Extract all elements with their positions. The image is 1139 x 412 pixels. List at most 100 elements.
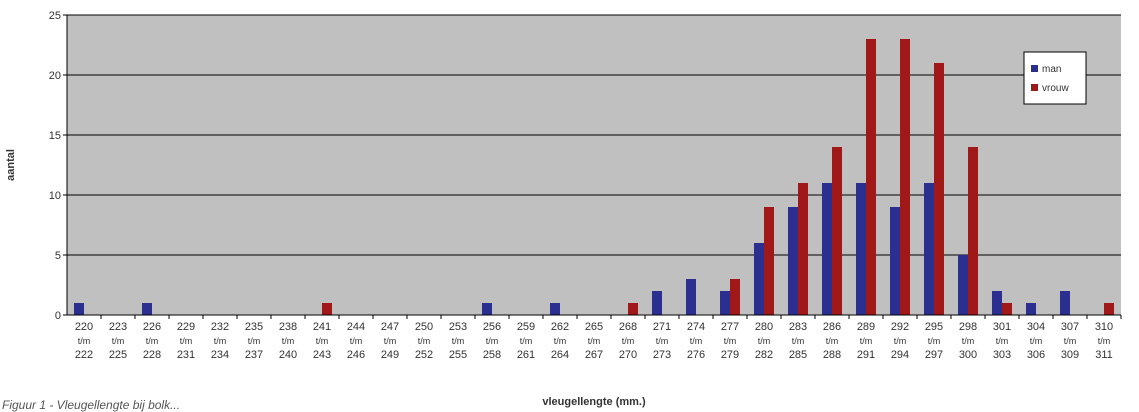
x-tick-label: t/m	[996, 336, 1009, 346]
x-tick-label: t/m	[656, 336, 669, 346]
x-tick-label: 244	[347, 321, 365, 333]
x-tick-label: 246	[347, 349, 365, 361]
bar-vrouw-22	[832, 147, 842, 315]
x-tick-label: 238	[279, 321, 297, 333]
x-tick-label: 220	[75, 321, 93, 333]
x-tick-label: t/m	[588, 336, 601, 346]
bar-man-12	[482, 303, 492, 315]
x-tick-label: t/m	[486, 336, 499, 346]
x-tick-label: 225	[109, 349, 127, 361]
x-tick-label: t/m	[520, 336, 533, 346]
x-tick-label: 237	[245, 349, 263, 361]
bar-vrouw-25	[934, 63, 944, 315]
bar-man-18	[686, 279, 696, 315]
x-tick-label: 279	[721, 349, 739, 361]
x-tick-label: 228	[143, 349, 161, 361]
x-tick-label: 247	[381, 321, 399, 333]
y-tick-label: 10	[49, 190, 61, 202]
x-tick-label: t/m	[792, 336, 805, 346]
bar-vrouw-7	[322, 303, 332, 315]
x-ticks: 220 t/m 222 223 t/m 225 226 t/m 228 229 t/m 231 232 t…	[75, 315, 1122, 361]
x-tick-label: 307	[1061, 321, 1079, 333]
bar-man-28	[1026, 303, 1036, 315]
x-tick-label: t/m	[622, 336, 635, 346]
x-tick-label: 250	[415, 321, 433, 333]
x-tick-label: t/m	[1030, 336, 1043, 346]
x-tick-label: 306	[1027, 349, 1045, 361]
x-tick-label: 273	[653, 349, 671, 361]
x-tick-label: 249	[381, 349, 399, 361]
legend-box	[1023, 51, 1087, 105]
x-tick-label: 223	[109, 321, 127, 333]
legend-label-vrouw: vrouw	[1042, 83, 1069, 94]
bar-vrouw-24	[900, 39, 910, 315]
x-tick-label: t/m	[180, 336, 193, 346]
x-tick-label: t/m	[248, 336, 261, 346]
x-tick-label: t/m	[112, 336, 125, 346]
bar-man-20	[754, 243, 764, 315]
bar-vrouw-20	[764, 207, 774, 315]
x-tick-label: t/m	[826, 336, 839, 346]
x-tick-label: 261	[517, 349, 535, 361]
bar-man-26	[958, 255, 968, 315]
x-tick-label: 226	[143, 321, 161, 333]
bar-vrouw-19	[730, 279, 740, 315]
x-tick-label: 231	[177, 349, 195, 361]
bar-man-17	[652, 291, 662, 315]
x-tick-label: 241	[313, 321, 331, 333]
y-tick-label: 5	[55, 250, 61, 262]
legend: man vrouw	[1023, 51, 1087, 105]
x-tick-label: t/m	[758, 336, 771, 346]
x-tick-label: 285	[789, 349, 807, 361]
x-tick-label: 280	[755, 321, 773, 333]
x-tick-label: 291	[857, 349, 875, 361]
bar-vrouw-23	[866, 39, 876, 315]
x-tick-label: t/m	[452, 336, 465, 346]
x-tick-label: 270	[619, 349, 637, 361]
x-tick-label: t/m	[928, 336, 941, 346]
x-tick-label: 277	[721, 321, 739, 333]
x-tick-label: 286	[823, 321, 841, 333]
x-tick-label: 240	[279, 349, 297, 361]
x-tick-label: t/m	[282, 336, 295, 346]
bar-vrouw-27	[1002, 303, 1012, 315]
x-tick-label: 222	[75, 349, 93, 361]
x-tick-label: 294	[891, 349, 909, 361]
bar-vrouw-21	[798, 183, 808, 315]
x-tick-label: 256	[483, 321, 501, 333]
x-tick-label: 267	[585, 349, 603, 361]
bar-man-14	[550, 303, 560, 315]
x-tick-label: 311	[1095, 349, 1113, 361]
x-tick-label: t/m	[214, 336, 227, 346]
y-tick-label: 0	[55, 310, 61, 322]
figure-caption: Figuur 1 - Vleugellengte bij bolk...	[2, 398, 181, 412]
x-tick-label: t/m	[146, 336, 159, 346]
bar-man-22	[822, 183, 832, 315]
x-tick-label: 276	[687, 349, 705, 361]
x-tick-label: 301	[993, 321, 1011, 333]
x-tick-label: t/m	[894, 336, 907, 346]
x-tick-label: 288	[823, 349, 841, 361]
x-tick-label: t/m	[1098, 336, 1111, 346]
x-tick-label: 229	[177, 321, 195, 333]
bar-man-25	[924, 183, 934, 315]
x-tick-label: t/m	[316, 336, 329, 346]
x-tick-label: 268	[619, 321, 637, 333]
x-tick-label: t/m	[418, 336, 431, 346]
bar-man-27	[992, 291, 1002, 315]
y-ticks: 0 5 10 15 20 25	[49, 10, 67, 322]
x-tick-label: 309	[1061, 349, 1079, 361]
y-tick-label: 25	[49, 10, 61, 22]
x-tick-label: t/m	[690, 336, 703, 346]
x-tick-label: t/m	[1064, 336, 1077, 346]
legend-swatch-man	[1031, 65, 1038, 72]
bars	[74, 39, 1114, 315]
plot-area	[67, 15, 1121, 315]
x-tick-label: 255	[449, 349, 467, 361]
x-tick-label: t/m	[724, 336, 737, 346]
x-tick-label: 262	[551, 321, 569, 333]
bar-man-0	[74, 303, 84, 315]
x-tick-label: t/m	[384, 336, 397, 346]
x-tick-label: t/m	[554, 336, 567, 346]
